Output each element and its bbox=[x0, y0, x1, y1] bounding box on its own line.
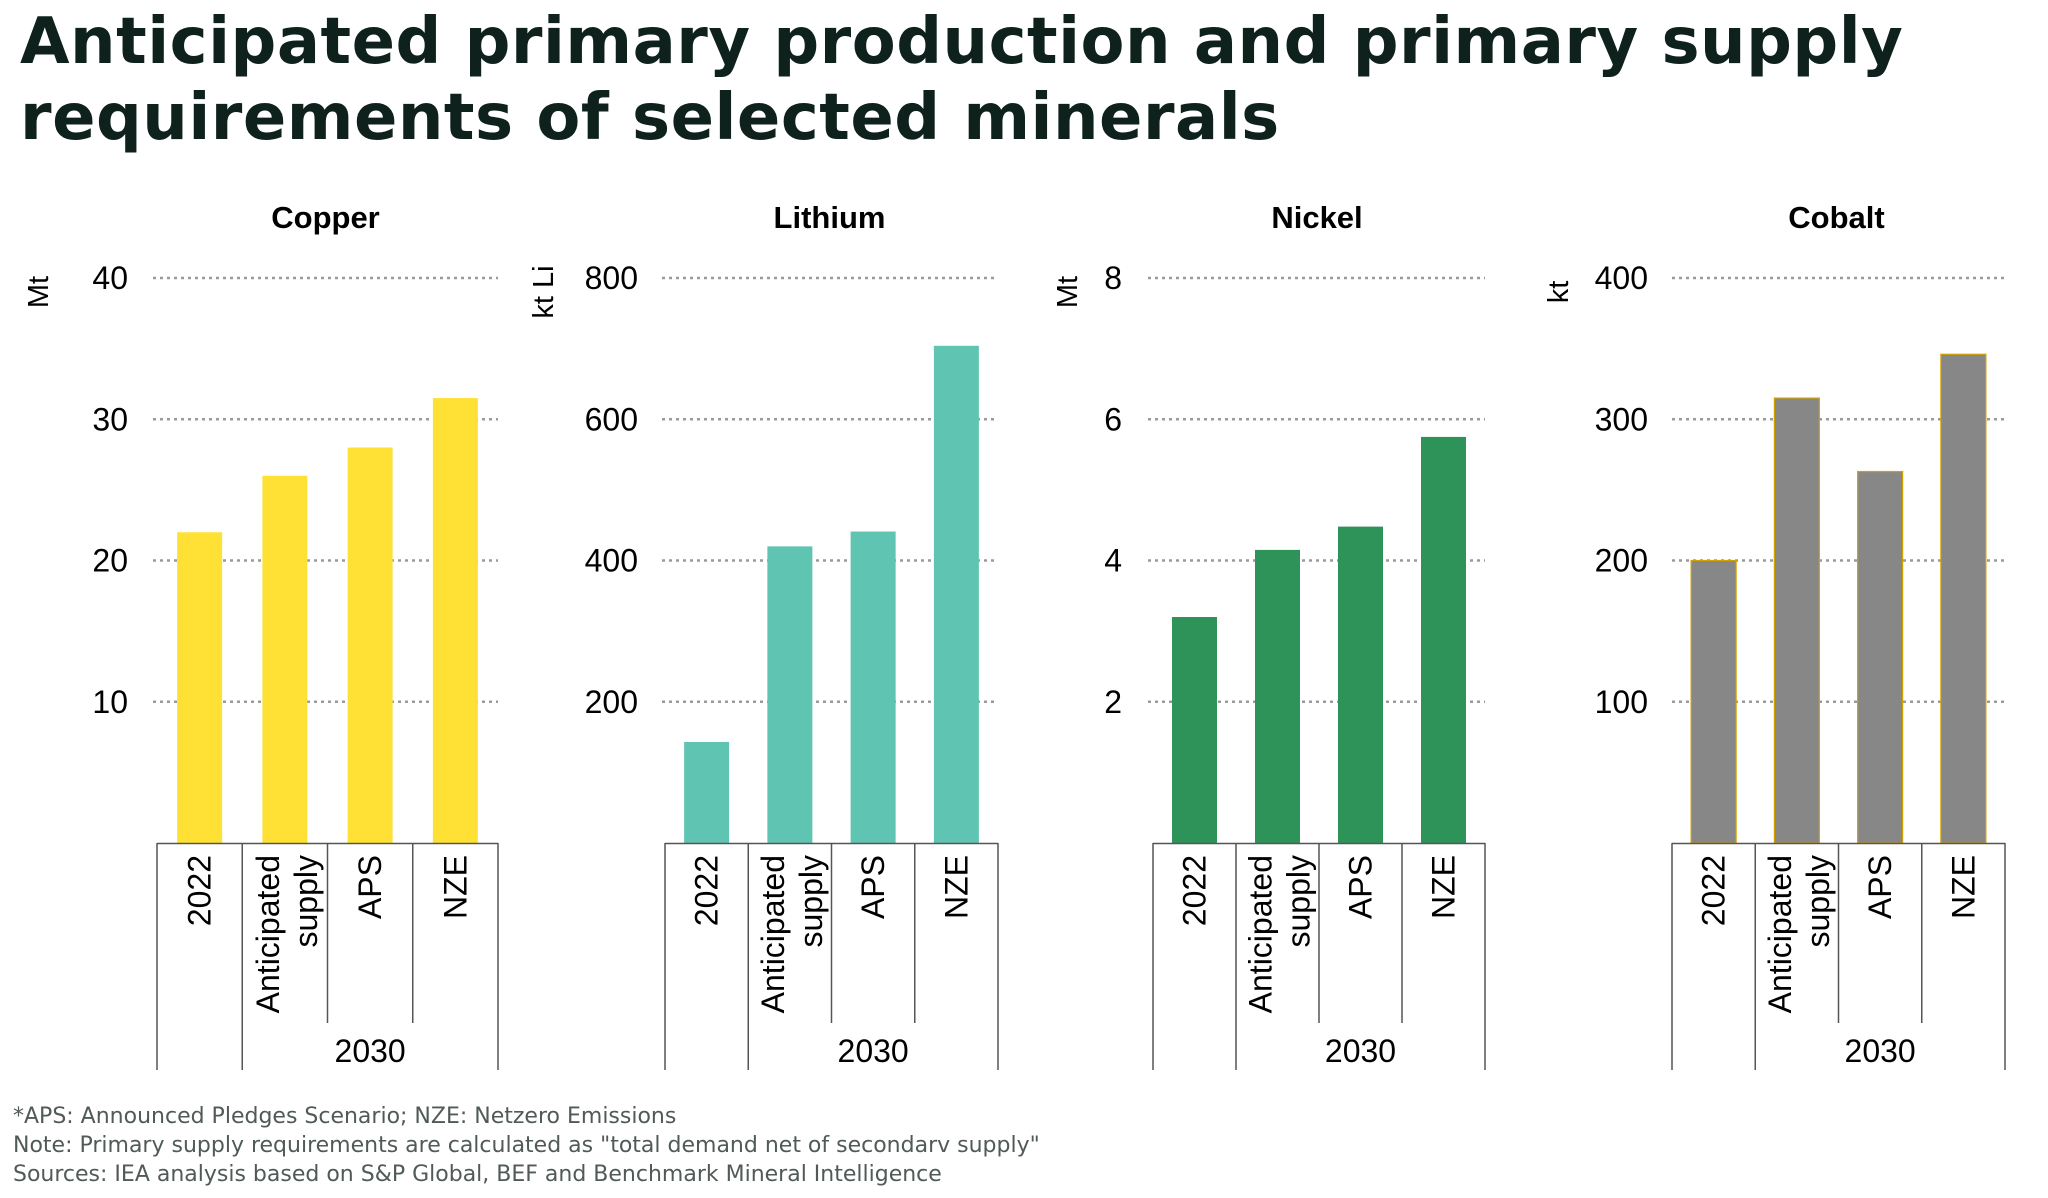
x-tick-label-2022: 2022 bbox=[182, 855, 218, 926]
y-axis-label-lithium: kt Li bbox=[528, 265, 560, 318]
y-axis-label-copper: Mt bbox=[23, 276, 55, 308]
bar-nickel-2022 bbox=[1172, 617, 1217, 843]
chart-title-lithium: Lithium bbox=[774, 200, 886, 235]
x-tick-label-nze: NZE bbox=[437, 855, 473, 919]
x-tick-label-2022: 2022 bbox=[689, 855, 725, 926]
bar-nickel-aps bbox=[1338, 526, 1383, 843]
y-tick-label: 400 bbox=[1595, 260, 1648, 296]
bar-nickel-nze bbox=[1421, 436, 1466, 843]
chart-title-cobalt: Cobalt bbox=[1788, 200, 1884, 235]
y-tick-label: 20 bbox=[92, 543, 128, 579]
footnote-sources: Sources: IEA analysis based on S&P Globa… bbox=[13, 1162, 942, 1187]
y-tick-label: 600 bbox=[585, 401, 638, 437]
x-tick-label-anticipated-supply: Anticipatedsupply bbox=[250, 855, 324, 1013]
bar-cobalt-nze bbox=[1940, 353, 1987, 844]
bar-copper-anticipated-supply bbox=[262, 475, 308, 843]
y-tick-label: 6 bbox=[1104, 401, 1122, 437]
y-tick-label: 100 bbox=[1595, 684, 1648, 720]
y-tick-label: 30 bbox=[92, 401, 128, 437]
group-label-nickel: 2030 bbox=[1325, 1033, 1396, 1069]
y-tick-label: 200 bbox=[585, 684, 638, 720]
y-tick-label: 8 bbox=[1104, 260, 1122, 296]
chart-lithium: Lithium kt Li 200 400 600 800 2022 Anticipateds… bbox=[528, 200, 999, 1070]
bar-nickel-anticipated-supply bbox=[1255, 549, 1300, 843]
footnote-abbreviations: *APS: Announced Pledges Scenario; NZE: N… bbox=[13, 1104, 677, 1129]
bar-lithium-2022 bbox=[684, 742, 730, 843]
x-tick-label-aps: APS bbox=[1343, 855, 1379, 919]
x-tick-label-anticipated-supply: Anticipatedsupply bbox=[755, 855, 829, 1013]
x-tick-label-aps: APS bbox=[1862, 855, 1898, 919]
bar-cobalt-anticipated-supply bbox=[1773, 397, 1820, 844]
bar-lithium-nze bbox=[933, 345, 979, 843]
y-tick-label: 200 bbox=[1595, 543, 1648, 579]
bar-cobalt-2022 bbox=[1690, 559, 1737, 844]
chart-title-nickel: Nickel bbox=[1271, 200, 1362, 235]
page-title: Anticipated primary production and prima… bbox=[20, 4, 2030, 156]
y-tick-label: 40 bbox=[92, 260, 128, 296]
group-label-lithium: 2030 bbox=[838, 1033, 909, 1069]
bar-copper-2022 bbox=[177, 532, 223, 843]
bar-lithium-anticipated-supply bbox=[767, 546, 813, 843]
bar-lithium-aps bbox=[850, 531, 896, 843]
y-tick-label: 4 bbox=[1104, 543, 1122, 579]
x-tick-label-2022: 2022 bbox=[1696, 855, 1732, 926]
bar-cobalt-aps bbox=[1857, 470, 1904, 844]
bar-copper-nze bbox=[432, 398, 478, 843]
group-label-cobalt: 2030 bbox=[1845, 1033, 1916, 1069]
y-axis-label-cobalt: kt bbox=[1543, 281, 1575, 304]
x-tick-label-2022: 2022 bbox=[1177, 855, 1213, 926]
y-tick-label: 400 bbox=[585, 543, 638, 579]
y-tick-label: 10 bbox=[92, 684, 128, 720]
chart-nickel: Nickel Mt 2 4 6 8 2022 Anticipatedsupply APS NZE 2… bbox=[1052, 200, 1486, 1070]
x-tick-label-anticipated-supply: Anticipatedsupply bbox=[1243, 855, 1317, 1013]
footnote-note: Note: Primary supply requirements are ca… bbox=[13, 1133, 1040, 1158]
y-tick-label: 2 bbox=[1104, 684, 1122, 720]
bar-copper-aps bbox=[347, 447, 393, 843]
x-tick-label-anticipated-supply: Anticipatedsupply bbox=[1762, 855, 1836, 1013]
x-tick-label-aps: APS bbox=[855, 855, 891, 919]
title-line-2: requirements of selected minerals bbox=[20, 81, 1280, 155]
x-tick-label-nze: NZE bbox=[938, 855, 974, 919]
title-line-1: Anticipated primary production and prima… bbox=[20, 5, 1904, 79]
x-tick-label-aps: APS bbox=[352, 855, 388, 919]
chart-cobalt: Cobalt kt 100 200 300 400 2022 Anticipatedsuppl… bbox=[1543, 200, 2006, 1070]
x-tick-label-nze: NZE bbox=[1426, 855, 1462, 919]
chart-title-copper: Copper bbox=[271, 200, 380, 235]
x-tick-label-nze: NZE bbox=[1945, 855, 1981, 919]
footnotes: *APS: Announced Pledges Scenario; NZE: N… bbox=[13, 1102, 1040, 1189]
group-label-copper: 2030 bbox=[335, 1033, 406, 1069]
y-tick-label: 300 bbox=[1595, 401, 1648, 437]
y-tick-label: 800 bbox=[585, 260, 638, 296]
y-axis-label-nickel: Mt bbox=[1052, 276, 1084, 308]
